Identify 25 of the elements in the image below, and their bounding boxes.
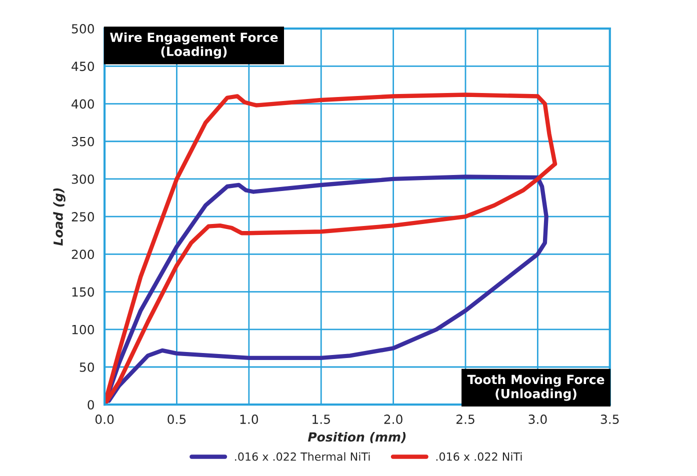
y-tick-label: 200 bbox=[72, 250, 94, 260]
x-tick-label: 1.0 bbox=[240, 414, 258, 424]
y-tick-label: 450 bbox=[72, 62, 94, 72]
y-axis-title: Load (g) bbox=[53, 188, 66, 246]
x-tick-label: 3.0 bbox=[528, 414, 547, 424]
x-tick-label: 2.5 bbox=[456, 414, 474, 424]
y-tick-label: 150 bbox=[72, 287, 94, 297]
legend-label: .016 x .022 Thermal NiTi bbox=[235, 452, 370, 461]
y-tick-label: 0 bbox=[88, 400, 94, 410]
y-tick-label: 350 bbox=[72, 136, 94, 146]
x-axis-title: Position (mm) bbox=[308, 432, 406, 444]
y-tick-label: 100 bbox=[72, 324, 94, 334]
x-tick-label: 1.5 bbox=[312, 414, 330, 424]
y-tick-label: 50 bbox=[80, 362, 94, 372]
annotation: Tooth Moving Force (Unloading) bbox=[467, 374, 604, 401]
y-tick-label: 500 bbox=[72, 24, 94, 34]
x-tick-label: 0.0 bbox=[95, 414, 114, 424]
y-tick-label: 400 bbox=[72, 99, 94, 109]
x-tick-label: 0.5 bbox=[168, 414, 186, 424]
y-tick-label: 300 bbox=[72, 174, 94, 184]
legend-label: .016 x .022 NiTi bbox=[436, 452, 522, 461]
x-tick-label: 3.5 bbox=[600, 414, 619, 424]
x-tick-label: 2.0 bbox=[384, 414, 402, 424]
annotation: Wire Engagement Force (Loading) bbox=[110, 32, 278, 59]
y-tick-label: 250 bbox=[72, 212, 94, 222]
